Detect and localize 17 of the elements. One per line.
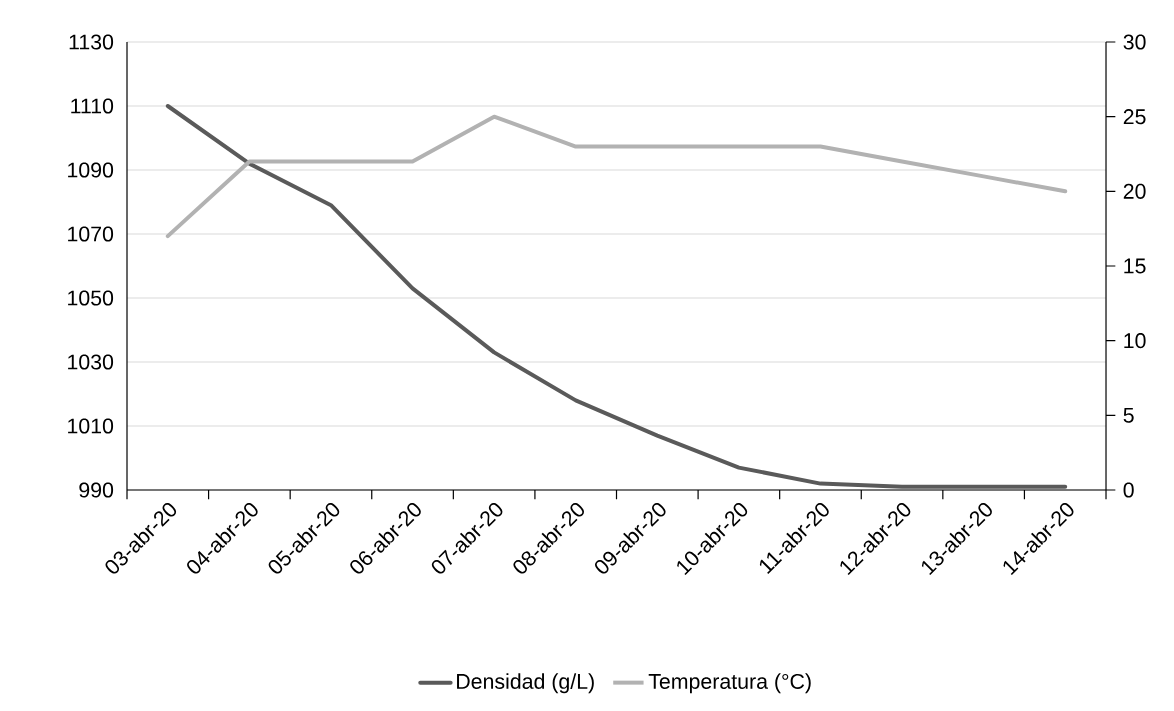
y-tick-label: 1010 — [68, 418, 114, 434]
y2-tick-label: 30 — [1123, 34, 1146, 50]
legend-label: Densidad (g/L) — [457, 673, 594, 694]
y-tick-label: 1090 — [68, 162, 114, 178]
y2-tick-label: 5 — [1123, 407, 1134, 423]
y-tick-label: 1110 — [71, 98, 114, 114]
y-tick-label: 1130 — [69, 34, 114, 50]
y-tick-label: 990 — [79, 482, 114, 498]
y2-tick-label: 15 — [1124, 258, 1146, 274]
y2-tick-label: 10 — [1124, 333, 1146, 349]
y-tick-label: 1070 — [68, 226, 114, 242]
y2-tick-label: 20 — [1123, 183, 1146, 199]
legend-label: Temperatura (°C) — [648, 673, 811, 694]
y2-tick-label: 0 — [1123, 482, 1134, 498]
y-tick-label: 1030 — [68, 354, 114, 370]
y-tick-label: 1050 — [68, 290, 114, 306]
y2-tick-label: 25 — [1123, 109, 1146, 125]
